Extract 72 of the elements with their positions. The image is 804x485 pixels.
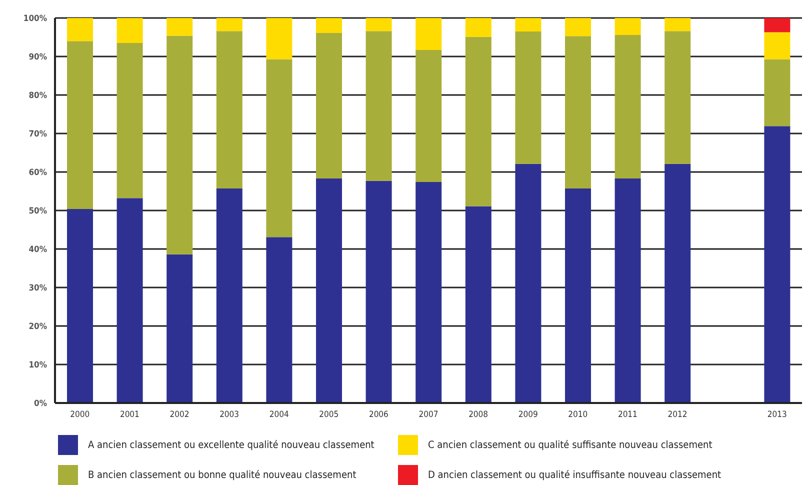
x-tick-label: 2000 <box>70 410 90 420</box>
bar <box>216 18 242 32</box>
x-tick-label: 2013 <box>767 410 787 420</box>
y-tick-label: 70% <box>28 130 48 140</box>
bar <box>116 198 143 403</box>
bar <box>614 34 641 179</box>
bar <box>465 18 492 37</box>
y-tick-label: 90% <box>28 52 48 63</box>
bar <box>316 18 342 34</box>
bar <box>416 182 442 403</box>
y-tick-label: 10% <box>28 360 48 371</box>
y-tick-label: 80% <box>28 91 48 102</box>
x-tick-label: 2011 <box>618 410 638 420</box>
bar <box>366 31 392 181</box>
bar <box>565 18 591 36</box>
bar <box>515 31 542 164</box>
bar <box>166 254 193 403</box>
bar <box>67 208 93 403</box>
x-tick-label: 2006 <box>368 410 389 420</box>
x-tick-label: 2002 <box>170 410 190 420</box>
bar <box>465 36 492 206</box>
x-tick-label: 2009 <box>518 410 538 420</box>
y-tick-label: 60% <box>28 168 48 178</box>
bar <box>166 36 193 254</box>
bar <box>764 126 790 403</box>
y-tick-label: 20% <box>28 322 48 332</box>
bar <box>515 164 542 403</box>
bar <box>116 43 143 198</box>
y-tick-label: 0% <box>34 399 48 410</box>
bar <box>764 32 790 60</box>
bar <box>366 180 392 403</box>
bar <box>664 18 691 32</box>
bar <box>316 178 342 403</box>
bar <box>614 18 641 35</box>
bar <box>266 237 292 403</box>
bar <box>565 188 591 403</box>
bar <box>266 59 292 238</box>
x-tick-label: 2003 <box>220 410 240 420</box>
y-tick-label: 100% <box>23 14 48 24</box>
x-tick-label: 2007 <box>418 410 438 420</box>
y-tick-label: 50% <box>28 206 48 217</box>
legend-label: B ancien classement ou bonne qualité nouveau classement <box>88 470 356 480</box>
bar <box>764 59 790 126</box>
bar <box>216 31 242 189</box>
legend-label: C ancien classement ou qualité suffisante nouveau classement <box>428 440 712 450</box>
x-tick-label: 2004 <box>269 410 289 420</box>
x-tick-label: 2010 <box>568 410 588 420</box>
bar <box>116 18 143 44</box>
y-tick-label: 30% <box>28 284 48 294</box>
legend-label: A ancien classement ou excellente qualité nouveau classement <box>88 440 374 450</box>
bar <box>664 164 691 403</box>
bar <box>316 33 342 179</box>
bar <box>416 50 442 182</box>
bar <box>565 36 591 189</box>
bar <box>366 18 392 32</box>
bar <box>266 18 292 60</box>
x-tick-label: 2012 <box>668 410 688 420</box>
bar <box>166 18 193 36</box>
x-tick-label: 2001 <box>120 410 140 420</box>
legend-label: D ancien classement ou qualité insuffisante nouveau classement <box>428 470 722 480</box>
x-tick-label: 2008 <box>468 410 488 420</box>
bar <box>614 178 641 403</box>
bar <box>515 18 542 32</box>
y-tick-label: 40% <box>28 245 48 256</box>
bar <box>664 31 691 164</box>
bar <box>67 41 93 209</box>
bar <box>67 18 93 42</box>
x-tick-label: 2005 <box>319 410 339 420</box>
bar <box>764 18 790 32</box>
bar <box>216 188 242 403</box>
bar <box>416 18 442 50</box>
bar <box>465 206 492 403</box>
